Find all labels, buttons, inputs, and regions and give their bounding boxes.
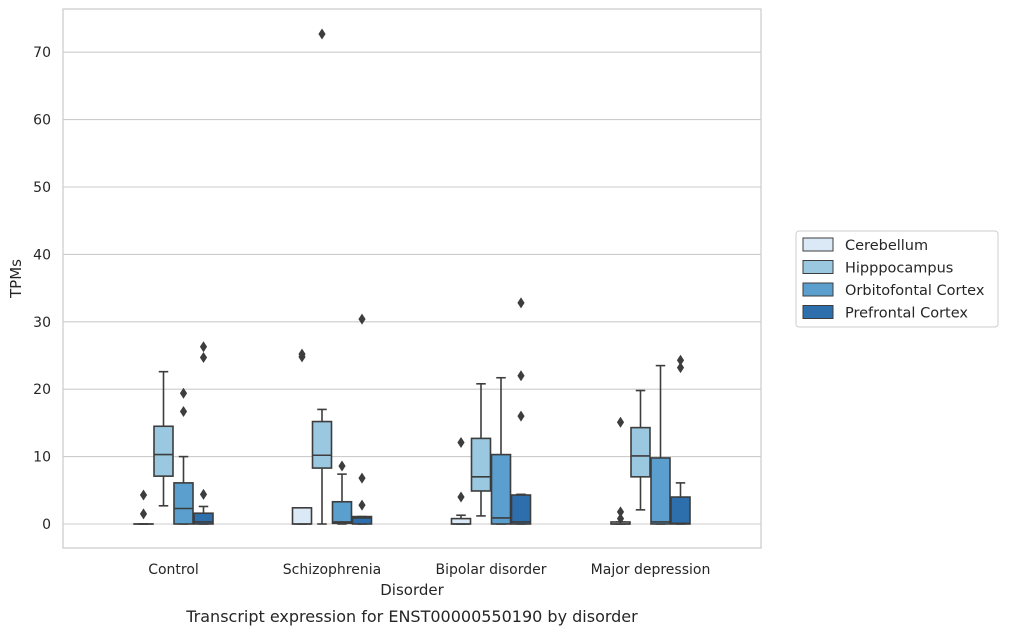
outlier-marker (179, 405, 188, 417)
box-cerebellum (133, 489, 154, 525)
outlier-marker (616, 506, 625, 518)
outlier-marker (616, 513, 625, 525)
y-axis-label: TPMs (7, 259, 25, 299)
box-cerebellum (450, 436, 472, 525)
box-iqr (510, 494, 532, 525)
box-iqr (470, 437, 492, 492)
x-axis-label: Disorder (380, 581, 444, 599)
legend-label: Orbitofontal Cortex (845, 283, 985, 299)
outlier-marker (199, 488, 208, 500)
outlier-marker (358, 313, 366, 325)
y-tick-label: 70 (33, 45, 51, 61)
outlier-marker (139, 508, 148, 520)
box-iqr (173, 482, 194, 525)
box-cerebellum (291, 348, 313, 525)
box-hipppocampus (153, 370, 174, 507)
box-iqr (291, 507, 313, 525)
outlier-marker (517, 410, 525, 422)
box-prefrontal-cortex (193, 341, 214, 525)
box-iqr (351, 515, 373, 525)
box-hipppocampus (311, 28, 333, 525)
outlier-marker (616, 416, 625, 428)
outlier-marker (676, 362, 685, 374)
box-orbitofontal-cortex (331, 460, 353, 525)
y-tick-label: 20 (33, 382, 51, 398)
y-tick-label: 30 (33, 315, 51, 331)
box-prefrontal-cortex (351, 313, 373, 525)
y-tick-label: 50 (33, 180, 51, 196)
outlier-marker (676, 354, 685, 366)
legend-swatch (802, 282, 834, 297)
outlier-marker (457, 491, 465, 503)
outlier-marker (199, 352, 208, 364)
legend-label: Prefrontal Cortex (845, 306, 968, 322)
chart-caption: Transcript expression for ENST0000055019… (185, 607, 638, 626)
box-iqr (153, 425, 174, 477)
outlier-marker (358, 499, 366, 511)
outlier-marker (199, 341, 208, 353)
box-iqr (450, 517, 472, 525)
y-tick-label: 10 (33, 450, 51, 466)
plot-frame (62, 8, 762, 549)
box-iqr (670, 496, 691, 525)
outlier-marker (318, 28, 326, 40)
box-orbitofontal-cortex (173, 387, 194, 525)
outlier-marker (358, 472, 366, 484)
box-iqr (193, 512, 214, 525)
box-prefrontal-cortex (510, 297, 532, 525)
outlier-marker (179, 387, 188, 399)
box-iqr (311, 420, 333, 469)
outlier-marker (457, 436, 465, 448)
box-orbitofontal-cortex (650, 364, 671, 525)
legend: Cerebellum Hipppocampus Orbitofontal Corte… (795, 230, 999, 328)
box-iqr (490, 453, 512, 525)
x-tick-label: Major depression (591, 562, 711, 578)
x-tick-labels: Control Schizophrenia Bipolar disorder Majo… (148, 562, 710, 578)
x-tick-label: Bipolar disorder (435, 562, 546, 578)
y-tick-label: 60 (33, 113, 51, 129)
box-cerebellum (610, 416, 631, 525)
legend-swatch (802, 260, 834, 274)
x-tick-label: Schizophrenia (283, 562, 381, 578)
legend-label: Cerebellum (845, 238, 928, 254)
y-tick-label: 40 (33, 247, 51, 263)
y-tick-label: 0 (42, 517, 51, 533)
legend-label: Hipppocampus (845, 261, 953, 277)
outlier-marker (298, 348, 306, 360)
legend-swatch (802, 237, 834, 252)
box-hipppocampus (630, 389, 651, 511)
outlier-marker (338, 460, 346, 472)
y-tick-labels: 0 10 20 30 40 50 60 70 (33, 45, 51, 533)
legend-swatch (802, 305, 834, 319)
box-hipppocampus (470, 383, 492, 517)
outlier-marker (517, 297, 525, 309)
outlier-marker (517, 370, 525, 382)
x-tick-label: Control (148, 562, 199, 578)
box-iqr (331, 500, 353, 525)
box-prefrontal-cortex (670, 354, 691, 525)
legend-frame (795, 230, 999, 328)
box-iqr (650, 457, 671, 525)
outlier-marker (139, 489, 148, 501)
box-orbitofontal-cortex (490, 376, 512, 525)
box-iqr (630, 426, 651, 478)
box-groups (133, 28, 691, 525)
